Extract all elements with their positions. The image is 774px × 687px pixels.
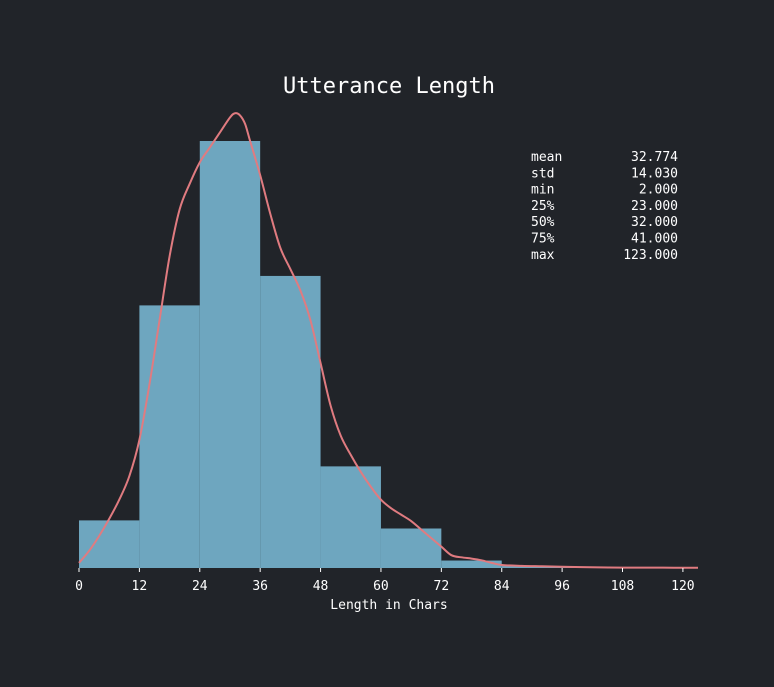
x-tick-label: 48 [313,579,329,594]
x-axis-ticks: 0 12 24 36 48 60 72 84 96 108 120 [75,568,695,594]
x-tick-label: 120 [671,579,694,594]
x-axis-label: Length in Chars [330,598,447,613]
x-tick-label: 0 [75,579,83,594]
x-tick-label: 12 [132,579,148,594]
x-tick-label: 108 [611,579,634,594]
x-tick-label: 96 [554,579,570,594]
x-tick-label: 60 [373,579,389,594]
stat-value-6: 123.000 [623,248,678,263]
histogram-bar-6 [441,560,502,568]
x-tick-label: 72 [434,579,450,594]
stat-label-6: max [531,248,555,263]
stat-value-3: 23.000 [631,199,678,214]
histogram-bar-4 [320,466,381,568]
stat-value-5: 41.000 [631,232,678,247]
histogram-bar-5 [380,528,442,568]
chart-title: Utterance Length [283,74,495,99]
histogram-bar-3 [260,275,321,568]
density-curve-layer [78,112,699,569]
stat-label-2: min [531,183,554,198]
stat-label-1: std [531,166,554,181]
stat-value-4: 32.000 [631,215,678,230]
x-tick-label: 36 [252,579,268,594]
histogram-bar-1 [139,305,200,568]
density-curve [78,112,699,569]
stat-value-2: 2.000 [639,183,678,198]
summary-stats-table: mean 32.774 std 14.030 min 2.000 25% 23.000 50% 3… [531,150,678,263]
stat-value-1: 14.030 [631,166,678,181]
histogram-bar-0 [79,520,140,568]
histogram-bars [79,141,698,568]
histogram-bar-2 [199,141,261,568]
x-tick-label: 24 [192,579,208,594]
stat-value-0: 32.774 [631,150,678,165]
x-tick-label: 84 [494,579,510,594]
stat-label-4: 50% [531,215,555,230]
stat-label-0: mean [531,150,562,165]
stat-label-3: 25% [531,199,555,214]
stat-label-5: 75% [531,232,555,247]
